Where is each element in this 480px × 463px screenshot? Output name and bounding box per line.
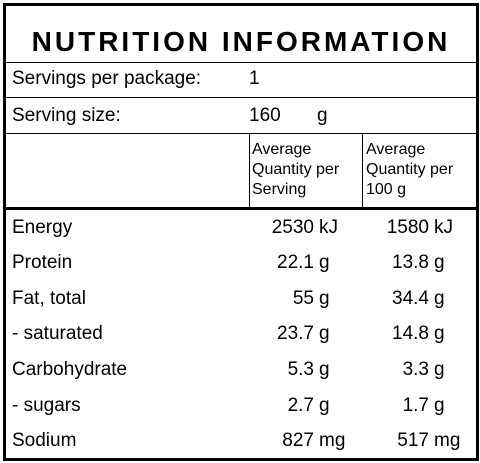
per-serving-unit: mg (319, 430, 346, 451)
per-100g-value: 13.8 (392, 252, 429, 273)
servings-per-package-label: Servings per package: (12, 68, 202, 89)
serving-size-label: Serving size: (12, 105, 121, 126)
header-line: Serving (252, 181, 307, 198)
per-serving-value: 22.1 (277, 252, 314, 273)
per-100g-value: 1.7 (402, 395, 429, 416)
header-line: Average (252, 141, 312, 158)
thick-divider (6, 207, 476, 210)
nutrient-name: Energy (12, 217, 73, 238)
header-line: Quantity per (366, 161, 454, 178)
divider (6, 133, 476, 134)
per-serving-value: 827 (282, 430, 314, 451)
nutrient-name: - saturated (12, 323, 103, 344)
per-100g-unit: kJ (434, 217, 453, 238)
header-line: Quantity per (252, 161, 340, 178)
header-line: 100 g (366, 181, 407, 198)
per-100g-value: 3.3 (402, 359, 429, 380)
per-100g-value: 1580 (386, 217, 429, 238)
nutrient-name: - sugars (12, 395, 81, 416)
per-serving-value: 5.3 (287, 359, 314, 380)
per-serving-header: Average Quantity per Serving (252, 140, 339, 200)
column-divider (249, 134, 250, 207)
per-serving-unit: g (319, 323, 330, 344)
per-100g-unit: g (434, 323, 445, 344)
per-100g-header: Average Quantity per 100 g (366, 140, 453, 200)
nutrient-name: Sodium (12, 430, 77, 451)
per-serving-unit: g (319, 252, 330, 273)
per-100g-value: 14.8 (392, 323, 429, 344)
serving-size-value: 160 (249, 105, 281, 126)
per-100g-unit: g (434, 252, 445, 273)
per-serving-unit: g (319, 359, 330, 380)
per-serving-value: 2530 (271, 217, 314, 238)
per-100g-unit: mg (434, 430, 461, 451)
per-serving-value: 23.7 (277, 323, 314, 344)
servings-per-package-value: 1 (249, 68, 260, 89)
nutrient-name: Fat, total (12, 288, 86, 309)
per-100g-unit: g (434, 395, 445, 416)
per-100g-value: 34.4 (392, 288, 429, 309)
divider (6, 97, 476, 98)
per-serving-value: 2.7 (287, 395, 314, 416)
column-divider (362, 134, 363, 207)
per-100g-unit: g (434, 359, 445, 380)
nutrition-panel: NUTRITION INFORMATION Servings per packa… (3, 3, 479, 461)
panel-title: NUTRITION INFORMATION (31, 26, 451, 57)
per-serving-unit: g (319, 395, 330, 416)
per-100g-unit: g (434, 288, 445, 309)
serving-size-unit: g (317, 105, 328, 126)
header-line: Average (366, 141, 426, 158)
per-100g-value: 517 (397, 430, 429, 451)
divider (6, 62, 476, 63)
per-serving-unit: g (319, 288, 330, 309)
nutrient-name: Protein (12, 252, 73, 273)
nutrient-name: Carbohydrate (12, 359, 128, 380)
per-serving-unit: kJ (319, 217, 338, 238)
per-serving-value: 55 (292, 288, 314, 309)
